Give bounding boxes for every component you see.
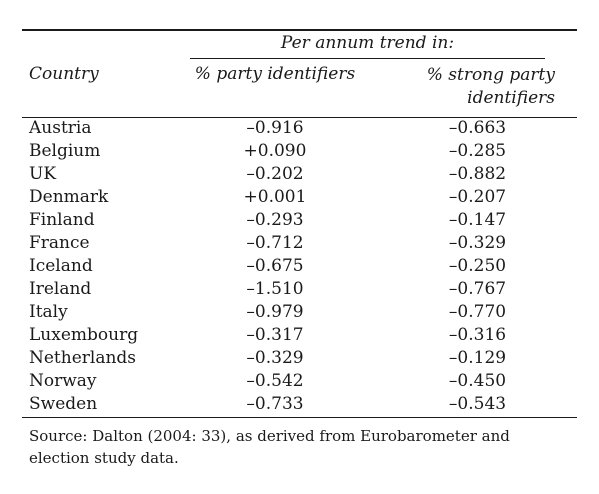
cell-party-identifiers: +0.090 (243, 141, 307, 161)
cell-country: Luxembourg (29, 325, 139, 345)
cell-party-identifiers: –0.916 (246, 118, 304, 138)
cell-party-identifiers: –0.675 (246, 256, 304, 276)
cell-strong-party-identifiers: –0.543 (448, 394, 507, 414)
table-row: Denmark +0.001 –0.207 (0, 186, 599, 209)
cell-country: Norway (29, 371, 97, 391)
cell-party-identifiers: –0.202 (246, 164, 304, 184)
cell-country: Sweden (29, 394, 98, 414)
cell-party-identifiers: –0.329 (246, 348, 304, 368)
cell-strong-party-identifiers: –0.882 (448, 164, 507, 184)
cell-country: Iceland (29, 256, 93, 276)
table-row: Italy –0.979 –0.770 (0, 301, 599, 324)
table-row: Netherlands –0.329 –0.129 (0, 347, 599, 370)
cell-party-identifiers: –0.317 (246, 325, 304, 345)
cell-strong-party-identifiers: –0.316 (448, 325, 507, 345)
cell-party-identifiers: –0.733 (246, 394, 304, 414)
table-row: Sweden –0.733 –0.543 (0, 393, 599, 416)
table-row: UK –0.202 –0.882 (0, 163, 599, 186)
cell-country: Italy (29, 302, 68, 322)
table-row: Belgium +0.090 –0.285 (0, 140, 599, 163)
column-header-strong-line1: % strong party (426, 65, 555, 85)
cell-strong-party-identifiers: –0.147 (448, 210, 507, 230)
header-span-title: Per annum trend in: (280, 33, 455, 53)
cell-party-identifiers: –0.979 (246, 302, 304, 322)
column-header-country: Country (29, 64, 99, 84)
cell-country: France (29, 233, 90, 253)
header-bottom-rule (22, 117, 577, 118)
column-header-strong-party-identifiers: % strong party identifiers (400, 64, 555, 110)
cell-strong-party-identifiers: –0.129 (448, 348, 507, 368)
header-span-rule (190, 58, 545, 59)
table-row: Norway –0.542 –0.450 (0, 370, 599, 393)
cell-strong-party-identifiers: –0.770 (448, 302, 507, 322)
cell-strong-party-identifiers: –0.207 (448, 187, 507, 207)
cell-country: Netherlands (29, 348, 137, 368)
table-bottom-rule (22, 417, 577, 418)
cell-strong-party-identifiers: –0.450 (448, 371, 507, 391)
column-header-party-identifiers: % party identifiers (194, 64, 356, 84)
table-row: Ireland –1.510 –0.767 (0, 278, 599, 301)
table-row: France –0.712 –0.329 (0, 232, 599, 255)
cell-strong-party-identifiers: –0.663 (448, 118, 507, 138)
cell-strong-party-identifiers: –0.250 (448, 256, 507, 276)
cell-country: Austria (29, 118, 92, 138)
cell-country: Ireland (29, 279, 92, 299)
column-header-strong-line2: identifiers (467, 88, 555, 108)
cell-party-identifiers: –0.712 (246, 233, 304, 253)
table-row: Austria –0.916 –0.663 (0, 117, 599, 140)
table-top-rule (22, 29, 577, 31)
cell-party-identifiers: –0.542 (246, 371, 304, 391)
cell-country: UK (29, 164, 57, 184)
cell-country: Belgium (29, 141, 101, 161)
source-note: Source: Dalton (2004: 33), as derived fr… (29, 427, 510, 467)
cell-country: Finland (29, 210, 95, 230)
cell-country: Denmark (29, 187, 109, 207)
table-row: Luxembourg –0.317 –0.316 (0, 324, 599, 347)
table-row: Finland –0.293 –0.147 (0, 209, 599, 232)
cell-strong-party-identifiers: –0.285 (448, 141, 507, 161)
table-row: Iceland –0.675 –0.250 (0, 255, 599, 278)
cell-party-identifiers: –1.510 (246, 279, 304, 299)
cell-strong-party-identifiers: –0.329 (448, 233, 507, 253)
cell-strong-party-identifiers: –0.767 (448, 279, 507, 299)
cell-party-identifiers: +0.001 (243, 187, 307, 207)
cell-party-identifiers: –0.293 (246, 210, 304, 230)
